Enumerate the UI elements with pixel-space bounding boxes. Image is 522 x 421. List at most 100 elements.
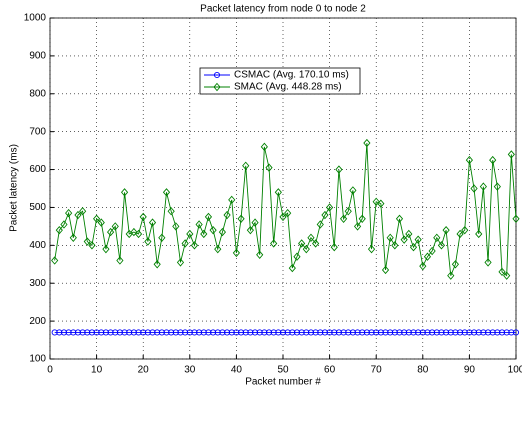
data-point [158, 329, 165, 336]
data-point [265, 163, 273, 172]
data-point [116, 329, 123, 336]
data-point [233, 329, 240, 336]
data-point [466, 329, 473, 336]
data-point [339, 214, 348, 224]
data-point [144, 237, 152, 246]
data-point [489, 329, 496, 336]
data-point [349, 329, 356, 336]
data-point [326, 203, 334, 212]
data-point [218, 227, 227, 237]
data-point [79, 207, 87, 216]
data-point [479, 182, 487, 191]
data-point [200, 329, 207, 336]
data-point [256, 250, 264, 259]
data-point [228, 195, 236, 205]
y-tick-label: 200 [29, 316, 46, 327]
data-point [74, 210, 82, 220]
data-point [186, 229, 194, 239]
data-point [288, 263, 296, 273]
y-tick-label: 1000 [24, 13, 47, 24]
data-point [51, 329, 58, 336]
data-point [88, 241, 96, 250]
data-point [307, 329, 315, 336]
data-point [377, 199, 385, 208]
data-point [387, 329, 394, 336]
data-point [126, 329, 133, 336]
data-point [498, 329, 506, 336]
x-tick-label: 40 [231, 365, 243, 376]
data-point [302, 244, 310, 254]
data-point [232, 248, 240, 258]
data-point [401, 329, 408, 336]
data-point [303, 329, 310, 336]
data-point [456, 229, 464, 239]
data-point [139, 212, 147, 222]
data-point [494, 329, 501, 336]
legend-marker [213, 71, 221, 79]
data-point [429, 329, 436, 336]
data-point [419, 329, 426, 336]
data-point [190, 241, 199, 250]
data-point [176, 258, 185, 267]
data-point [442, 225, 450, 235]
data-point [321, 210, 329, 220]
data-point [260, 142, 268, 152]
y-tick-label: 500 [29, 202, 46, 213]
data-point [428, 246, 436, 256]
data-point [265, 329, 273, 336]
data-point [251, 329, 259, 336]
data-point [503, 271, 511, 280]
data-point [182, 329, 189, 336]
x-tick-label: 90 [464, 365, 476, 376]
data-point [116, 256, 124, 265]
data-point [186, 329, 193, 336]
data-point [228, 329, 235, 336]
data-point [51, 256, 59, 265]
data-point [83, 237, 91, 246]
data-point [358, 214, 366, 224]
data-point [457, 329, 464, 336]
data-point [419, 261, 427, 271]
data-point [270, 329, 277, 336]
data-point [424, 329, 431, 336]
data-point [368, 329, 375, 336]
data-point [55, 225, 63, 235]
data-point [111, 222, 119, 231]
x-tick-label: 20 [138, 365, 150, 376]
data-point [400, 235, 408, 244]
plot-frame [49, 17, 517, 360]
data-point [415, 329, 422, 336]
data-point [134, 229, 143, 239]
data-point [144, 329, 151, 336]
legend-label: SMAC (Avg. 448.28 ms) [234, 82, 342, 93]
data-point [112, 329, 119, 336]
legend-label: CSMAC (Avg. 170.10 ms) [234, 70, 349, 81]
data-point [242, 161, 250, 170]
y-tick-label: 700 [29, 126, 46, 137]
data-point [508, 329, 515, 336]
data-point [242, 329, 249, 336]
data-point [102, 244, 110, 254]
data-point [321, 329, 328, 336]
data-point [437, 241, 446, 250]
data-point [167, 207, 175, 216]
data-point [471, 329, 478, 336]
x-tick-label: 50 [277, 365, 289, 376]
x-tick-label: 60 [324, 365, 336, 376]
data-point [196, 329, 203, 336]
data-point [359, 329, 366, 336]
data-point [363, 138, 371, 148]
data-point [312, 329, 319, 336]
data-point [475, 329, 482, 336]
data-point [382, 329, 389, 336]
data-point [256, 329, 263, 336]
x-tick-label: 0 [47, 365, 53, 376]
data-point [373, 329, 380, 336]
y-tick-label: 800 [29, 88, 46, 99]
data-point [484, 329, 492, 336]
data-point [65, 208, 73, 218]
y-axis-label: Packet latency (ms) [9, 144, 20, 232]
data-point [330, 243, 338, 252]
x-tick-label: 100 [508, 365, 522, 376]
